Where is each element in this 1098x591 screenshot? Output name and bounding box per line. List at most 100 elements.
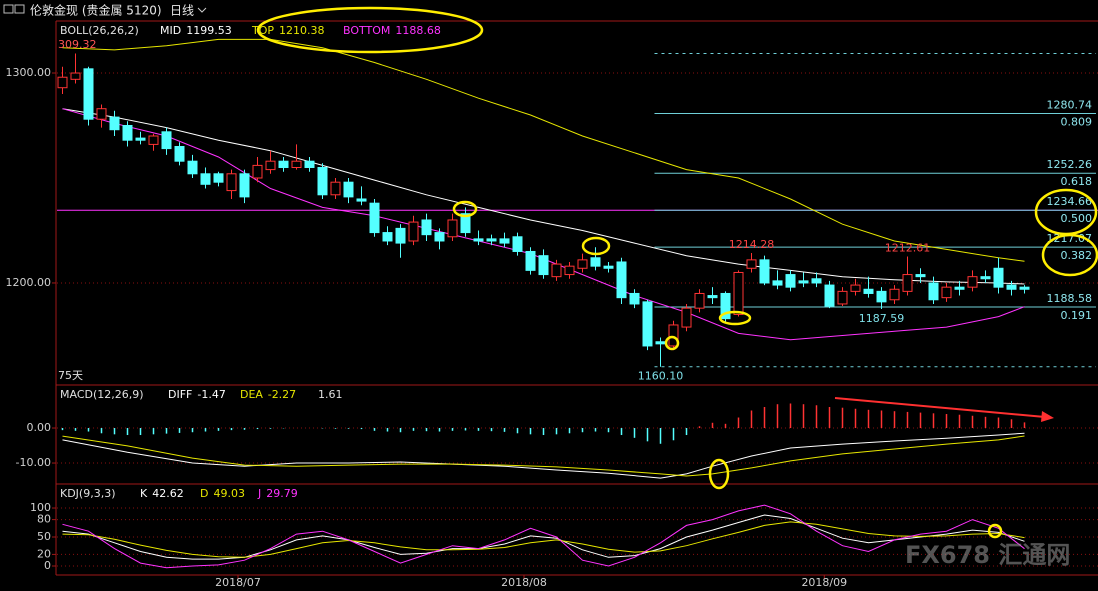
candle-body bbox=[122, 125, 133, 141]
candle-body bbox=[980, 276, 991, 280]
candle-body bbox=[161, 131, 172, 150]
fib-price: 1252.26 bbox=[1047, 158, 1093, 171]
price-annotation: 1160.10 bbox=[638, 370, 684, 383]
candle-body bbox=[863, 288, 874, 294]
highlight-ellipse bbox=[708, 458, 730, 490]
candle-body bbox=[915, 274, 926, 278]
candle-body bbox=[785, 274, 796, 288]
candle-body bbox=[941, 286, 952, 299]
candle-body bbox=[928, 282, 939, 301]
candle-body bbox=[629, 292, 640, 305]
candle-body bbox=[239, 173, 250, 198]
legend-entry: K 42.62 bbox=[140, 487, 184, 500]
y-tick-label: -10.00 bbox=[16, 456, 51, 469]
candle-body bbox=[642, 301, 653, 347]
candle-body bbox=[525, 250, 536, 271]
kdj-line bbox=[62, 521, 1025, 558]
candle-body bbox=[57, 76, 68, 89]
legend-entry: BOTTOM 1188.68 bbox=[343, 24, 441, 37]
candle-body bbox=[577, 259, 588, 269]
fib-price: 1280.74 bbox=[1047, 98, 1093, 111]
candle-body bbox=[876, 290, 887, 303]
dropdown-arrow[interactable] bbox=[197, 7, 207, 13]
highlight-ellipse bbox=[1041, 233, 1098, 277]
indicator-name: KDJ(9,3,3) bbox=[60, 487, 116, 500]
candle-body bbox=[720, 292, 731, 320]
legend-name: D bbox=[200, 487, 208, 500]
legend-name: BOTTOM bbox=[343, 24, 390, 37]
candle-body bbox=[993, 267, 1004, 288]
legend-name: TOP bbox=[251, 24, 274, 37]
price-annotation: 1212.61 bbox=[885, 241, 931, 254]
candle-body bbox=[850, 284, 861, 292]
fib-ratio: 0.618 bbox=[1061, 175, 1093, 188]
fib-ratio: 0.500 bbox=[1061, 212, 1093, 225]
legend-name: MID bbox=[160, 24, 181, 37]
fib-ratio: 0.809 bbox=[1061, 115, 1093, 128]
candle-body bbox=[499, 238, 510, 244]
candle-body bbox=[356, 198, 367, 202]
candle-body bbox=[200, 173, 211, 185]
legend-entry: MID 1199.53 bbox=[160, 24, 232, 37]
y-tick-label: 80 bbox=[37, 513, 51, 526]
candle-body bbox=[824, 284, 835, 307]
candle-body bbox=[668, 324, 679, 347]
window-icon[interactable] bbox=[3, 4, 14, 14]
candle-body bbox=[967, 276, 978, 288]
window-icon[interactable] bbox=[14, 4, 25, 14]
legend-value: 1.61 bbox=[318, 388, 343, 401]
candle-body bbox=[135, 137, 146, 141]
period-selector[interactable]: 日线 bbox=[170, 4, 194, 18]
highlight-ellipse bbox=[452, 200, 478, 218]
candle-body bbox=[460, 213, 471, 234]
y-tick-label: 20 bbox=[37, 547, 51, 560]
price-annotation: 1187.59 bbox=[859, 312, 905, 325]
candle-body bbox=[174, 145, 185, 162]
x-tick-label: 2018/08 bbox=[501, 576, 547, 589]
legend-value: 42.62 bbox=[152, 487, 184, 500]
candle-body bbox=[421, 219, 432, 236]
candle-body bbox=[317, 166, 328, 196]
legend-entry: DIFF -1.47 bbox=[168, 388, 226, 401]
candle-body bbox=[187, 160, 198, 175]
candle-body bbox=[538, 255, 549, 276]
highlight-ellipse bbox=[581, 236, 611, 256]
x-tick-label: 2018/07 bbox=[215, 576, 261, 589]
candle-body bbox=[616, 261, 627, 299]
candle-body bbox=[889, 288, 900, 301]
instrument-title: 伦敦金现 (贵金属 5120) bbox=[30, 3, 162, 18]
candle-body bbox=[551, 263, 562, 278]
y-tick-label: 50 bbox=[37, 530, 51, 543]
fib-price: 1188.58 bbox=[1047, 292, 1093, 305]
indicator-name: MACD(12,26,9) bbox=[60, 388, 144, 401]
candle-body bbox=[252, 164, 263, 179]
candle-body bbox=[434, 232, 445, 242]
legend-name: DIFF bbox=[168, 388, 192, 401]
candle-body bbox=[512, 236, 523, 252]
candle-body bbox=[837, 290, 848, 305]
legend-name: DEA bbox=[240, 388, 263, 401]
indicator-name: BOLL(26,26,2) bbox=[60, 24, 139, 37]
candle-body bbox=[798, 280, 809, 284]
candle-body bbox=[1019, 286, 1030, 290]
fib-ratio: 0.382 bbox=[1061, 249, 1093, 262]
candle-body bbox=[473, 238, 484, 242]
trend-arrow bbox=[834, 397, 1046, 418]
candle-body bbox=[148, 135, 159, 145]
candle-body bbox=[681, 307, 692, 328]
candle-body bbox=[772, 280, 783, 286]
legend-value: -1.47 bbox=[197, 388, 225, 401]
candle-body bbox=[213, 173, 224, 183]
legend-value: -2.27 bbox=[268, 388, 296, 401]
boll-line bbox=[62, 108, 1025, 285]
candle-body bbox=[1006, 284, 1017, 290]
candle-body bbox=[382, 232, 393, 242]
legend-value: 1188.68 bbox=[395, 24, 441, 37]
legend-value: 49.03 bbox=[213, 487, 245, 500]
candle-body bbox=[369, 202, 380, 234]
candle-body bbox=[733, 271, 744, 315]
candle-body bbox=[590, 257, 601, 267]
candle-body bbox=[265, 160, 276, 171]
